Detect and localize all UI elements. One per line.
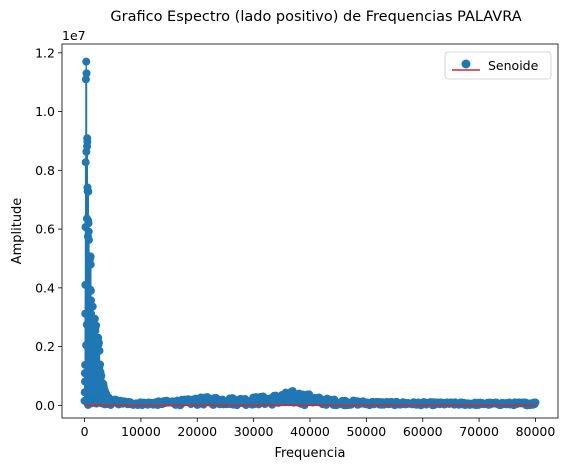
data-point	[81, 280, 90, 289]
data-point	[87, 296, 96, 305]
y-axis-label: Amplitude	[10, 198, 25, 265]
data-point	[82, 69, 91, 78]
data-point	[88, 302, 97, 311]
data-point	[84, 187, 93, 196]
y-offset-text: 1e7	[62, 28, 86, 43]
y-tick-label: 0.6	[35, 222, 55, 237]
x-tick-label: 50000	[346, 424, 386, 439]
x-tick-label: 20000	[177, 424, 217, 439]
data-point	[82, 341, 91, 350]
data-point	[83, 137, 92, 146]
data-point	[531, 398, 540, 407]
data-point	[81, 360, 90, 369]
x-axis-label: Frequencia	[274, 446, 345, 461]
x-tick-label: 0	[81, 424, 89, 439]
y-tick-label: 0.0	[35, 398, 55, 413]
y-tick-label: 1.0	[35, 104, 55, 119]
x-tick-label: 10000	[121, 424, 161, 439]
x-tick-label: 80000	[516, 424, 556, 439]
data-point	[81, 75, 90, 84]
data-point	[84, 219, 93, 228]
x-tick-label: 70000	[459, 424, 499, 439]
x-tick-label: 30000	[234, 424, 274, 439]
y-tick-label: 1.2	[35, 45, 55, 60]
data-point	[82, 57, 91, 66]
y-tick-label: 0.4	[35, 280, 55, 295]
legend-box	[444, 51, 552, 80]
legend-marker-swatch	[461, 59, 471, 69]
data-point	[94, 338, 103, 347]
data-point	[86, 252, 95, 261]
data-point	[84, 235, 93, 244]
legend-label: Senoide	[488, 58, 539, 73]
x-axis: 0 10000 20000 30000 40000 50000 60000 70000 8000…	[81, 418, 556, 439]
y-tick-label: 0.8	[35, 163, 55, 178]
x-tick-label: 40000	[290, 424, 330, 439]
legend: Senoide	[444, 51, 552, 80]
y-axis: 0.0 0.2 0.4 0.6 0.8 1.0 1.2	[35, 45, 62, 413]
data-point	[81, 158, 90, 167]
x-tick-label: 60000	[403, 424, 443, 439]
data-point	[86, 260, 95, 269]
data-point	[86, 286, 95, 295]
plot-area	[80, 57, 540, 410]
y-tick-label: 0.2	[35, 339, 55, 354]
data-point	[84, 227, 93, 236]
data-point	[92, 321, 101, 330]
data-point	[90, 314, 99, 323]
chart-title: Grafico Espectro (lado positivo) de Freq…	[110, 9, 521, 25]
data-point	[97, 371, 106, 380]
data-point	[95, 346, 104, 355]
data-point	[96, 360, 105, 369]
